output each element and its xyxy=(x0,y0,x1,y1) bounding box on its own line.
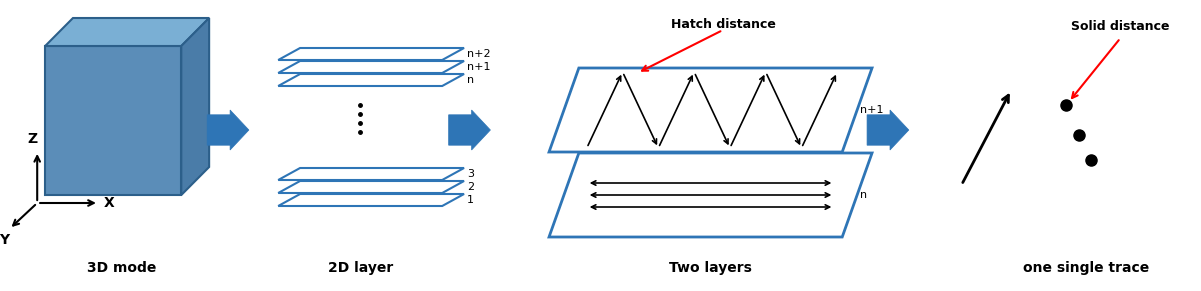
Polygon shape xyxy=(279,194,464,206)
Text: Hatch distance: Hatch distance xyxy=(670,18,776,31)
Polygon shape xyxy=(279,168,464,180)
Polygon shape xyxy=(549,153,872,237)
Polygon shape xyxy=(449,110,490,150)
Text: X: X xyxy=(103,196,114,210)
Text: Two layers: Two layers xyxy=(669,261,752,275)
Text: n: n xyxy=(467,75,474,85)
Text: Z: Z xyxy=(28,132,37,146)
Text: Y: Y xyxy=(0,233,10,247)
Text: n+1: n+1 xyxy=(467,62,490,72)
Polygon shape xyxy=(46,46,181,195)
Text: 2D layer: 2D layer xyxy=(328,261,393,275)
Text: one single trace: one single trace xyxy=(1022,261,1149,275)
Polygon shape xyxy=(549,68,872,152)
Text: n+2: n+2 xyxy=(467,49,491,59)
Text: Solid distance: Solid distance xyxy=(1071,20,1170,33)
Polygon shape xyxy=(279,61,464,73)
Text: 2: 2 xyxy=(467,182,474,192)
Polygon shape xyxy=(867,110,909,150)
Polygon shape xyxy=(207,110,249,150)
Polygon shape xyxy=(279,181,464,193)
Text: n+1: n+1 xyxy=(860,105,884,115)
Text: n: n xyxy=(860,190,867,200)
Polygon shape xyxy=(46,18,209,46)
Polygon shape xyxy=(279,48,464,60)
Polygon shape xyxy=(181,18,209,195)
Text: 3D mode: 3D mode xyxy=(86,261,156,275)
Polygon shape xyxy=(279,74,464,86)
Text: 3: 3 xyxy=(467,169,474,179)
Text: 1: 1 xyxy=(467,195,474,205)
